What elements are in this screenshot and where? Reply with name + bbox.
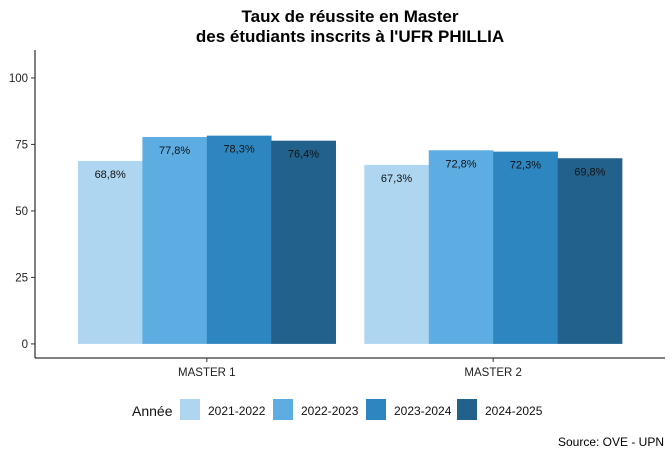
data-label: 72,3% — [510, 160, 541, 172]
y-tick-label: 100 — [9, 73, 28, 85]
bar-2022-2023-master-2 — [428, 150, 494, 344]
legend-label: 2022-2023 — [301, 404, 359, 418]
bar-2021-2022-master-2 — [364, 164, 430, 344]
chart-title-line-1: Taux de réussite en Master — [242, 7, 459, 26]
legend-swatch-2022-2023 — [273, 399, 293, 420]
legend-label: 2021-2022 — [208, 404, 266, 418]
x-tick-label: MASTER 2 — [464, 367, 522, 379]
bar-2021-2022-master-1 — [77, 160, 143, 344]
y-tick-label: 75 — [15, 139, 28, 151]
legend-swatch-2023-2024 — [366, 399, 386, 420]
data-label: 76,4% — [288, 149, 319, 161]
legend-label: 2023-2024 — [394, 404, 452, 418]
legend-title: Année — [132, 403, 173, 419]
legend-swatch-2024-2025 — [457, 399, 477, 420]
y-tick-label: 0 — [22, 339, 28, 351]
data-label: 68,8% — [95, 169, 126, 181]
bar-2024-2025-master-1 — [271, 140, 336, 344]
chart-title-line-2: des étudiants inscrits à l'UFR PHILLIA — [196, 27, 504, 46]
legend-swatch-2021-2022 — [180, 399, 200, 420]
bar-2024-2025-master-2 — [557, 158, 623, 344]
bar-2023-2024-master-2 — [493, 151, 558, 344]
chart-caption: Source: OVE - UPN — [558, 435, 664, 449]
legend-label: 2024-2025 — [485, 404, 543, 418]
bar-2023-2024-master-1 — [206, 135, 272, 344]
y-tick-label: 50 — [15, 206, 28, 218]
y-tick-label: 25 — [15, 272, 28, 284]
bar-2022-2023-master-1 — [142, 136, 208, 344]
data-label: 72,8% — [445, 158, 476, 170]
data-label: 67,3% — [381, 173, 412, 185]
data-label: 69,8% — [574, 166, 605, 178]
data-label: 77,8% — [159, 145, 190, 157]
data-label: 78,3% — [223, 144, 254, 156]
x-tick-label: MASTER 1 — [178, 367, 236, 379]
